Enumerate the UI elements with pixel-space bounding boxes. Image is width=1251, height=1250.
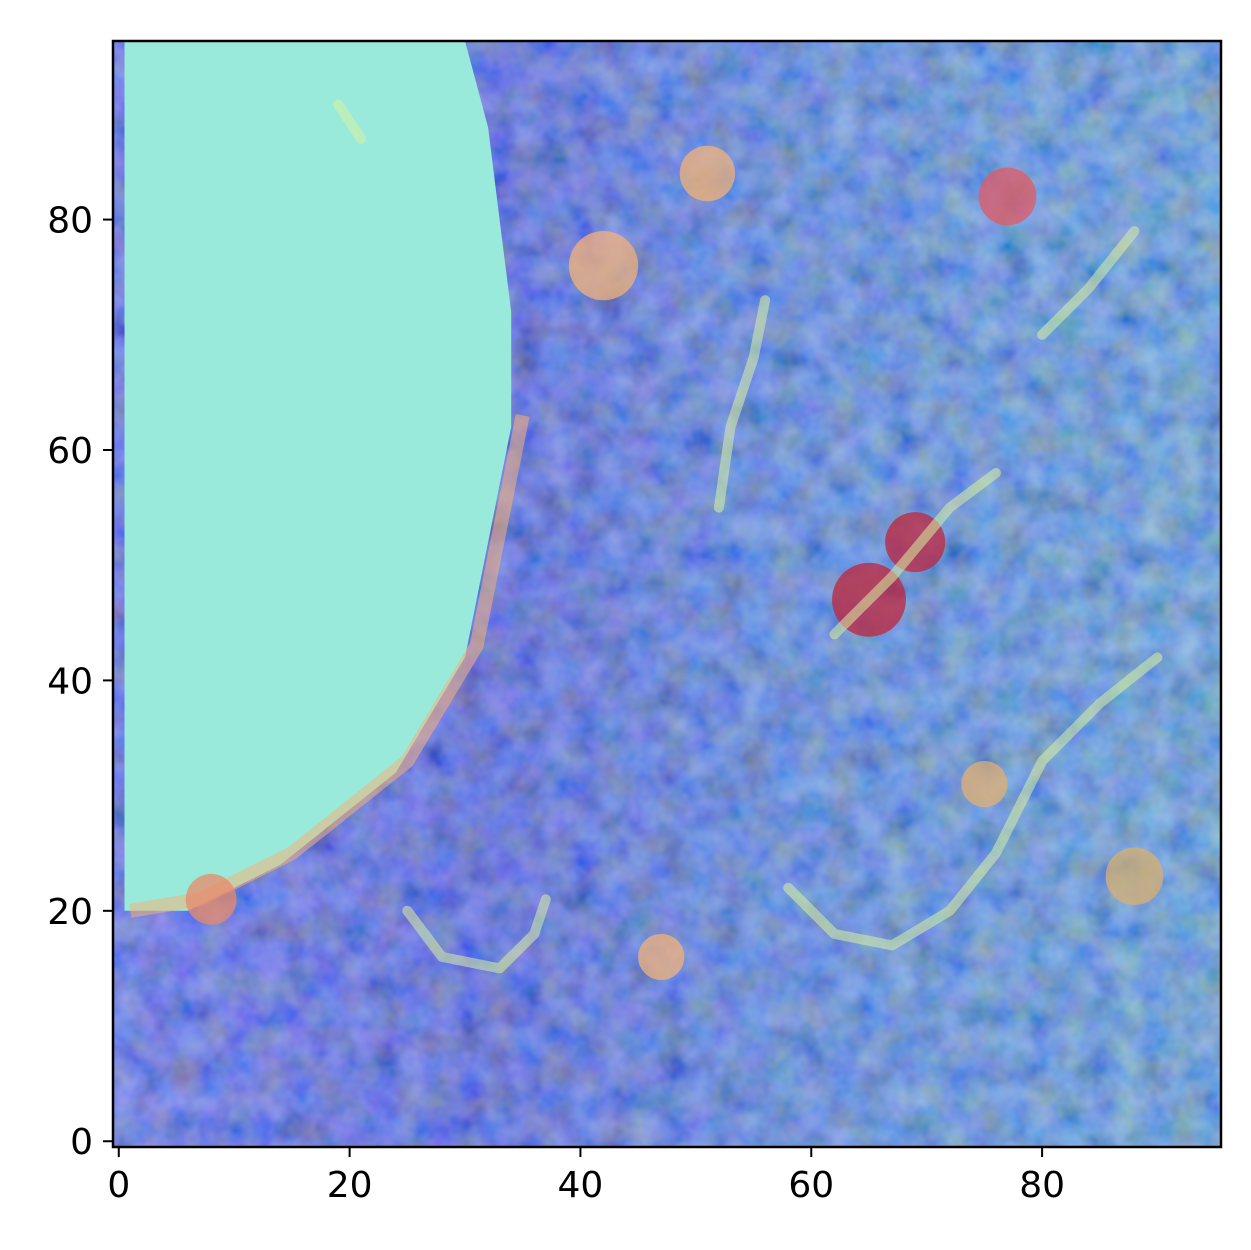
heatmap-hotspot — [978, 167, 1037, 226]
heatmap-ridge — [333, 99, 367, 144]
heatmap-region-left — [124, 41, 512, 911]
x-axis: 0 20 40 60 80 — [107, 1147, 1065, 1206]
y-tick-label: 0 — [70, 1122, 93, 1163]
y-tick-label: 40 — [47, 661, 93, 702]
heatmap-hotspot — [568, 231, 639, 301]
heatmap-hotspot — [679, 145, 736, 202]
heatmap-ridge — [829, 468, 1001, 640]
x-tick-label: 80 — [1019, 1165, 1065, 1206]
y-axis: 0 20 40 60 80 — [47, 201, 113, 1163]
heatmap-hotspot — [185, 873, 237, 925]
heatmap-ridge — [783, 652, 1163, 951]
heatmap-hotspot — [638, 933, 685, 980]
heatmap-features — [124, 41, 1164, 980]
x-tick-label: 20 — [327, 1165, 373, 1206]
y-tick-label: 60 — [47, 431, 93, 472]
x-tick-label: 0 — [107, 1165, 130, 1206]
heatmap-hotspot — [961, 761, 1008, 808]
x-tick-label: 40 — [558, 1165, 604, 1206]
y-tick-label: 20 — [47, 892, 93, 933]
plot-frame — [111, 39, 1223, 1149]
y-tick-label: 80 — [47, 201, 93, 242]
heatmap-ridge — [402, 894, 551, 974]
heatmap-ridge — [713, 295, 771, 513]
x-tick-label: 60 — [788, 1165, 834, 1206]
heatmap-ridge — [1037, 226, 1140, 340]
plot-area — [113, 41, 1221, 1147]
heatmap-hotspot — [1105, 847, 1164, 906]
